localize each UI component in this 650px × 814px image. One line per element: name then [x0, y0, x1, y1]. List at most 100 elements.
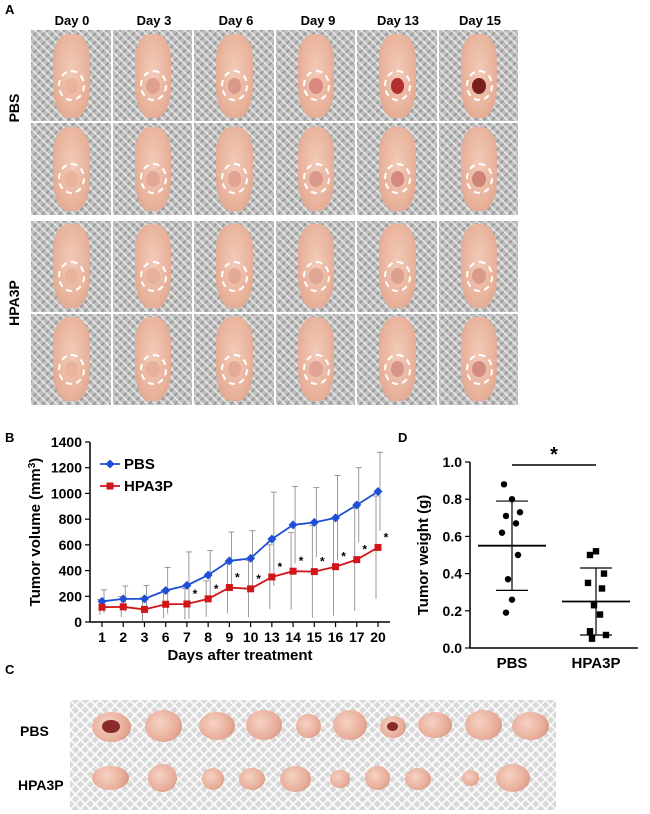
excised-tumor	[91, 712, 132, 742]
excised-tumor	[496, 764, 531, 792]
c-label-hpa3p: HPA3P	[18, 777, 64, 793]
group-label-pbs: PBS	[6, 93, 22, 123]
mouse-photo	[31, 30, 111, 122]
x-tick-label: 17	[349, 629, 365, 645]
data-point-pbs	[514, 551, 522, 559]
data-point-pbs	[500, 481, 508, 488]
y-tick-label: 1400	[51, 434, 82, 450]
tumor-circle	[302, 70, 330, 102]
significance-star: *	[278, 560, 283, 574]
y-tick-label: 0.8	[443, 491, 463, 507]
mouse-photo	[438, 313, 518, 405]
mouse-photo	[357, 123, 437, 215]
tumor-circle	[58, 260, 86, 292]
tumor-circle	[384, 163, 412, 195]
x-category-label: PBS	[497, 655, 528, 672]
significance-star: *	[384, 530, 389, 544]
x-tick-label: 3	[141, 629, 149, 645]
data-point-hpa3p	[225, 584, 233, 592]
y-tick-label: 1000	[51, 485, 82, 501]
excised-tumor	[148, 764, 177, 792]
tumor-circle	[302, 353, 330, 385]
mouse-photo	[275, 313, 355, 405]
mouse-photo	[112, 123, 192, 215]
x-axis-title: Days after treatment	[167, 647, 312, 664]
excised-tumor	[405, 768, 431, 790]
mouse-photo	[112, 313, 192, 405]
day-header-15: Day 15	[459, 13, 501, 28]
mouse-photo	[357, 313, 437, 405]
y-tick-label: 200	[59, 588, 83, 604]
data-point-pbs	[373, 487, 383, 496]
data-point-pbs	[352, 500, 362, 510]
x-tick-label: 14	[285, 629, 301, 645]
mouse-photo-grid	[30, 29, 519, 405]
y-tick-label: 600	[59, 537, 83, 553]
data-point-pbs	[161, 586, 171, 595]
tumor-circle	[384, 353, 412, 385]
data-point-hpa3p	[183, 600, 191, 608]
data-point-hpa3p	[119, 603, 127, 611]
data-point-pbs	[267, 534, 277, 544]
mouse-photo	[194, 30, 274, 122]
x-tick-label: 7	[183, 629, 191, 645]
data-point-hpa3p	[268, 573, 276, 581]
y-tick-label: 1200	[51, 460, 82, 476]
x-tick-label: 1	[98, 629, 106, 645]
data-point-pbs	[224, 556, 234, 566]
data-point-hpa3p	[332, 563, 340, 571]
data-point-hpa3p	[586, 628, 594, 635]
y-tick-label: 0.2	[443, 603, 463, 619]
tumor-circle	[139, 163, 167, 195]
data-point-pbs	[502, 609, 510, 616]
mouse-photo	[112, 30, 192, 122]
data-point-hpa3p	[598, 585, 606, 592]
excised-tumor	[418, 712, 452, 738]
y-tick-label: 0.6	[443, 528, 463, 544]
data-point-hpa3p	[592, 548, 600, 555]
mouse-photo	[275, 30, 355, 122]
excised-tumor	[380, 716, 406, 738]
y-tick-label: 0	[74, 614, 82, 630]
data-point-pbs	[331, 513, 341, 523]
tumor-circle	[384, 70, 412, 102]
data-point-hpa3p	[374, 543, 382, 551]
excised-tumor	[198, 712, 236, 740]
data-point-pbs	[182, 580, 192, 590]
excised-tumor	[330, 770, 350, 788]
series-line-pbs	[101, 490, 379, 603]
mouse-photo	[275, 220, 355, 312]
x-category-label: HPA3P	[572, 655, 621, 672]
excised-tumor	[295, 714, 322, 738]
significance-star: *	[341, 550, 346, 564]
mouse-photo	[112, 220, 192, 312]
y-axis-title: Tumor weight (g)	[415, 495, 432, 616]
tumor-circle	[302, 163, 330, 195]
x-tick-label: 2	[119, 629, 127, 645]
data-point-pbs	[516, 509, 524, 516]
data-point-hpa3p	[204, 595, 212, 603]
excised-tumor	[512, 712, 549, 740]
x-tick-label: 13	[264, 629, 280, 645]
y-tick-label: 800	[59, 511, 83, 527]
data-point-pbs	[118, 594, 128, 604]
data-point-hpa3p	[596, 611, 604, 618]
data-point-pbs	[203, 570, 213, 580]
x-tick-label: 20	[370, 629, 386, 645]
significance-star: *	[214, 582, 219, 596]
significance-star: *	[550, 444, 558, 466]
legend-label-pbs: PBS	[124, 456, 155, 473]
x-tick-label: 15	[307, 629, 323, 645]
excised-tumor	[333, 710, 368, 740]
x-tick-label: 16	[328, 629, 344, 645]
data-point-hpa3p	[247, 585, 255, 593]
x-tick-label: 8	[204, 629, 212, 645]
data-point-pbs	[139, 594, 149, 604]
mouse-photo	[194, 220, 274, 312]
excised-tumor	[280, 766, 312, 792]
excised-tumor	[245, 710, 283, 740]
tumor-circle	[221, 260, 249, 292]
day-header-3: Day 3	[136, 13, 172, 28]
excised-tumor	[201, 768, 225, 790]
x-tick-label: 6	[162, 629, 170, 645]
